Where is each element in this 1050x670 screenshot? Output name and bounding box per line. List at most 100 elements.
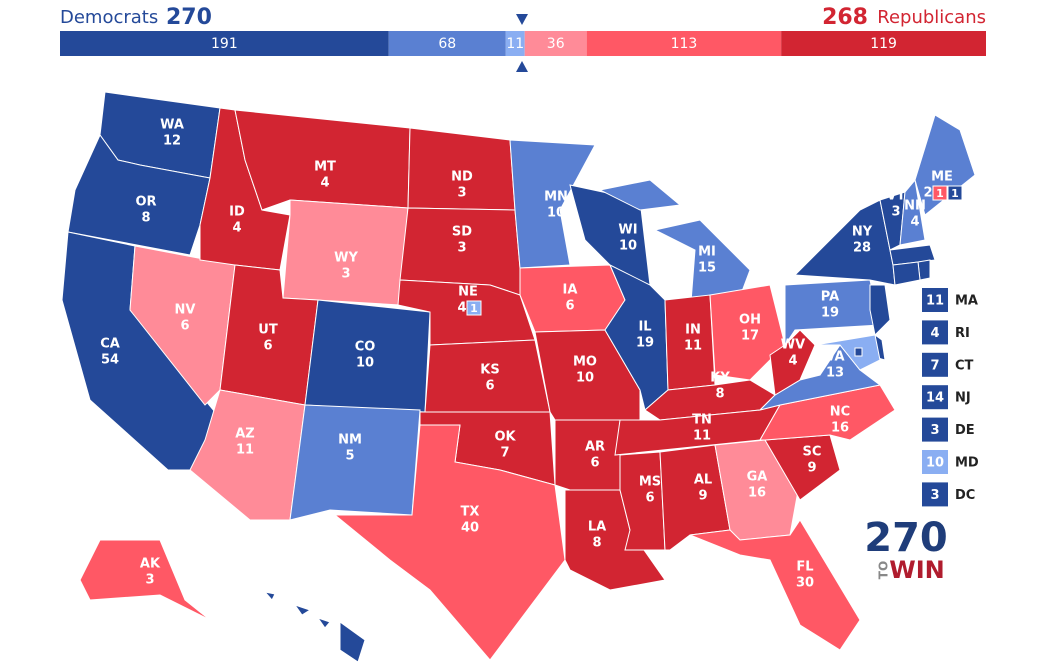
marker-bottom xyxy=(516,61,528,72)
state-shape xyxy=(293,604,312,616)
state-abbr: MS xyxy=(639,475,661,490)
bar-label: 119 xyxy=(870,36,897,52)
state-abbr: NM xyxy=(338,433,362,448)
state-abbr: AR xyxy=(585,440,605,455)
bar-segment xyxy=(60,31,389,56)
state-votes: 40 xyxy=(461,521,479,536)
state-votes: 17 xyxy=(741,329,759,344)
small-state-shape xyxy=(854,347,863,357)
state-abbr: WI xyxy=(618,223,637,238)
small-state-box xyxy=(922,482,948,507)
district-votes: 1 xyxy=(470,302,478,315)
state-abbr: OH xyxy=(739,313,761,328)
small-state-abbr: CT xyxy=(955,358,974,373)
state-abbr: LA xyxy=(588,520,606,535)
state-shape xyxy=(263,591,276,601)
right-party: Republicans xyxy=(877,7,986,28)
small-state-votes: 3 xyxy=(930,423,939,438)
state-abbr: NH xyxy=(904,199,926,214)
state-abbr: NV xyxy=(175,303,196,318)
state-abbr: NE xyxy=(458,285,478,300)
state-shape xyxy=(79,539,211,621)
state-votes: 16 xyxy=(831,421,849,436)
small-state-shape xyxy=(889,244,936,266)
state-shape xyxy=(793,199,896,286)
small-state-abbr: DC xyxy=(955,488,975,503)
small-state-shape xyxy=(892,261,921,286)
tally-bar: 191 68 11 36 113 119 xyxy=(60,31,986,56)
state-votes: 3 xyxy=(457,241,466,256)
state-votes: 28 xyxy=(853,241,871,256)
small-state-votes: 3 xyxy=(930,488,939,503)
state-votes: 4 xyxy=(457,301,466,316)
state-votes: 3 xyxy=(891,205,900,220)
bar-segment xyxy=(505,31,525,56)
state-abbr: CA xyxy=(100,337,120,352)
state-abbr: UT xyxy=(258,323,278,338)
state-votes: 10 xyxy=(576,371,594,386)
state-abbr: OK xyxy=(494,430,516,445)
state-abbr: WA xyxy=(160,118,184,133)
state-votes: 19 xyxy=(636,336,654,351)
state-abbr: CO xyxy=(355,340,376,355)
state-abbr: SD xyxy=(452,225,472,240)
bar-segment xyxy=(586,31,782,56)
state-votes: 11 xyxy=(693,429,711,444)
logo-to: TO xyxy=(877,561,891,579)
map xyxy=(61,91,976,663)
state-shape xyxy=(709,284,786,381)
state-abbr: TX xyxy=(461,505,480,520)
bar-label: 68 xyxy=(438,36,456,52)
small-state-box xyxy=(922,417,948,442)
state-votes: 6 xyxy=(565,299,574,314)
state-shape xyxy=(339,621,366,663)
state-shape xyxy=(289,404,421,521)
small-state-box xyxy=(922,288,948,312)
state-abbr: KY xyxy=(710,371,730,386)
state-shape xyxy=(784,279,881,347)
state-abbr: MI xyxy=(698,245,716,260)
bar-label: 113 xyxy=(671,36,698,52)
state-votes: 13 xyxy=(826,366,844,381)
state-abbr: NC xyxy=(830,405,850,420)
state-votes: 8 xyxy=(592,536,601,551)
state-votes: 9 xyxy=(807,461,816,476)
bar-label: 191 xyxy=(211,36,238,52)
state-votes: 3 xyxy=(145,573,154,588)
state-votes: 10 xyxy=(619,239,637,254)
state-abbr: MT xyxy=(314,160,336,175)
state-votes: 4 xyxy=(317,646,326,661)
state-votes: 6 xyxy=(180,319,189,334)
bar-segment xyxy=(781,31,986,56)
state-shape xyxy=(282,199,409,306)
small-state-votes: 10 xyxy=(926,456,944,471)
state-votes: 10 xyxy=(547,206,565,221)
marker-top xyxy=(516,14,528,25)
state-abbr: WY xyxy=(334,251,358,266)
small-state-shape xyxy=(814,334,881,371)
state-abbr: ME xyxy=(931,170,953,185)
state-votes: 2 xyxy=(923,186,932,201)
state-votes: 6 xyxy=(590,456,599,471)
small-state-abbr: NJ xyxy=(955,391,971,406)
state-abbr: IA xyxy=(563,283,578,298)
state-labels: WA12OR8CA54NV6ID4MT4WY3UT6AZ11CO10NM5ND3… xyxy=(100,118,963,661)
state-votes: 4 xyxy=(320,176,329,191)
small-state-abbr: MA xyxy=(955,294,978,309)
district-votes: 1 xyxy=(951,187,959,200)
state-shape xyxy=(316,617,331,629)
state-votes: 10 xyxy=(356,356,374,371)
state-abbr: ND xyxy=(451,170,473,185)
small-state-votes: 4 xyxy=(930,326,939,341)
bar-label: 36 xyxy=(547,36,565,52)
small-state-shape xyxy=(869,284,891,337)
logo-win: WIN xyxy=(889,556,945,584)
state-abbr: OR xyxy=(135,195,156,210)
state-votes: 16 xyxy=(748,486,766,501)
state-abbr: AL xyxy=(694,473,712,488)
state-abbr: PA xyxy=(821,290,839,305)
state-abbr: HI xyxy=(314,630,330,645)
bar-segment xyxy=(388,31,506,56)
state-abbr: ID xyxy=(229,205,245,220)
